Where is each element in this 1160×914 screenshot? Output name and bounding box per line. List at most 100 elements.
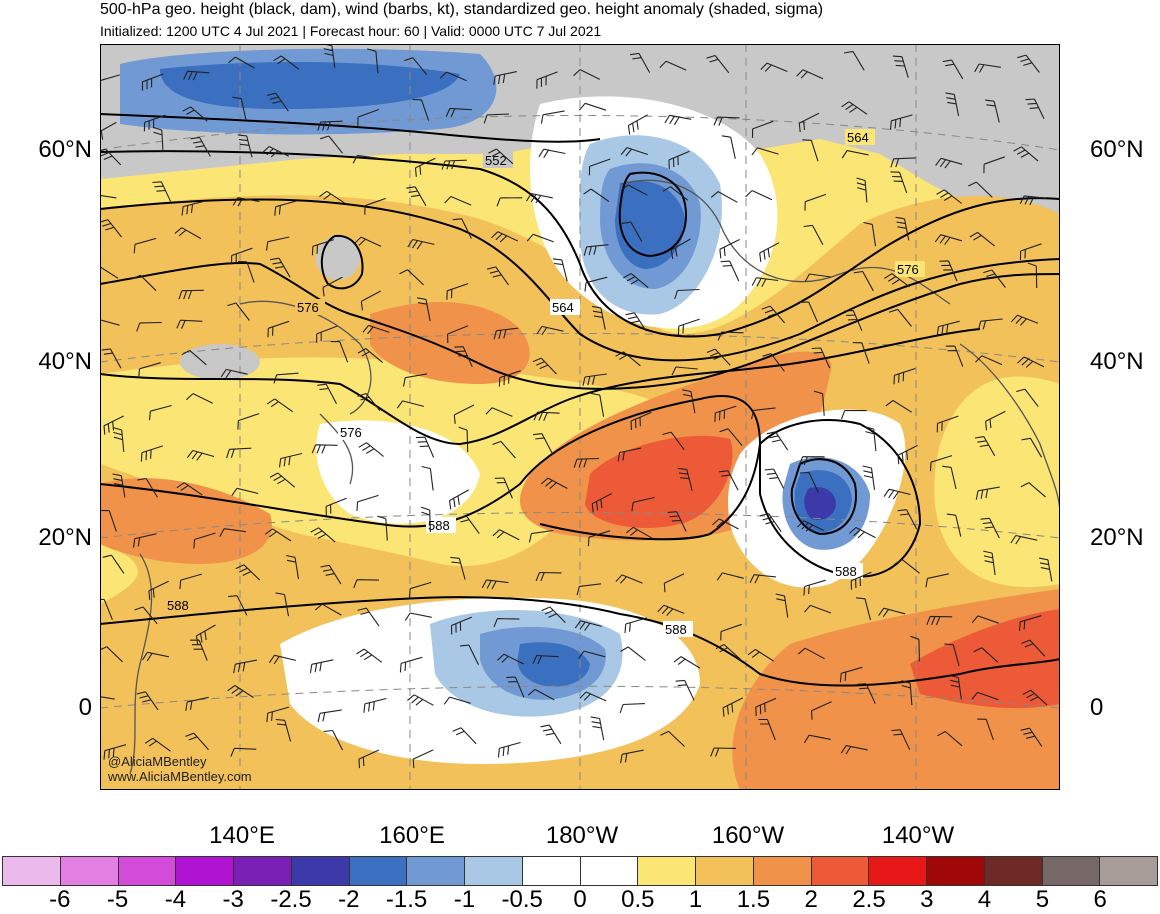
- wind-barb: [841, 150, 869, 159]
- wind-barb: [985, 410, 1006, 431]
- height-contours: [100, 113, 1060, 687]
- colorbar-label: -6: [49, 886, 71, 913]
- wind-barb: [813, 390, 825, 416]
- wind-barb: [441, 159, 467, 170]
- colorbar-swatch: [1100, 857, 1157, 885]
- wind-barb: [578, 102, 607, 111]
- colorbar-swatch: [349, 857, 408, 885]
- colorbar-swatch: [465, 857, 523, 885]
- wind-barb: [233, 659, 258, 674]
- colorbar-swatch: [407, 857, 465, 885]
- wind-barb: [535, 571, 562, 582]
- wind-barb: [360, 290, 381, 311]
- wind-barb: [657, 604, 685, 616]
- credit-handle: @AliciaMBentley: [108, 754, 207, 769]
- wind-barb: [354, 236, 382, 247]
- wind-barb: [367, 48, 379, 74]
- wind-barb: [181, 349, 207, 366]
- wind-barb: [719, 428, 743, 447]
- colorbar-swatch: [811, 857, 870, 885]
- wind-barb: [856, 177, 868, 203]
- wind-barb: [949, 674, 962, 700]
- wind-barb: [968, 181, 993, 198]
- colorbar-label: -0.5: [501, 886, 543, 913]
- map-frame: [100, 44, 1060, 790]
- wind-barb: [532, 654, 559, 665]
- wind-barb: [710, 747, 737, 757]
- lat-label-right-0: 0: [1090, 694, 1104, 721]
- colorbar-swatch: [1042, 857, 1101, 885]
- wind-barb: [936, 320, 960, 336]
- wind-barb: [759, 513, 782, 533]
- wind-barb: [112, 427, 125, 452]
- wind-barb: [100, 148, 122, 166]
- wind-barb: [325, 497, 347, 516]
- wind-barb: [100, 509, 117, 532]
- wind-barb: [494, 477, 513, 499]
- wind-barb: [897, 509, 918, 530]
- wind-barb: [969, 231, 996, 247]
- colorbar-label: 0: [573, 886, 587, 913]
- wind-barb: [885, 400, 912, 413]
- wind-barb: [219, 528, 246, 537]
- wind-barb: [181, 200, 205, 216]
- wind-barb: [228, 595, 248, 616]
- wind-barb: [751, 277, 779, 288]
- wind-barb: [751, 120, 774, 138]
- wind-barb: [269, 472, 296, 488]
- wind-barb: [402, 373, 427, 387]
- anomaly-field-grey-blob-c: [316, 236, 360, 280]
- wind-barb: [230, 247, 253, 265]
- wind-barb: [775, 593, 789, 618]
- wind-barb: [230, 747, 257, 757]
- wind-barb: [452, 727, 477, 745]
- wind-barb: [275, 718, 292, 742]
- wind-barb: [317, 383, 337, 404]
- wind-barb: [578, 650, 606, 659]
- wind-barb: [983, 550, 996, 575]
- wind-barb: [925, 573, 950, 588]
- wind-barb: [762, 353, 785, 372]
- wind-barb: [721, 135, 736, 159]
- wind-barb: [620, 184, 648, 196]
- wind-barb: [142, 651, 170, 662]
- wind-barb: [444, 195, 472, 206]
- colorbar-label: 2.5: [852, 886, 886, 913]
- wind-barb: [745, 190, 773, 201]
- wind-barb: [848, 527, 876, 539]
- wind-barb: [1021, 437, 1043, 458]
- wind-barb: [311, 239, 334, 256]
- wind-barb: [459, 644, 479, 666]
- wind-barb: [190, 639, 208, 661]
- colorbar-label: -3: [222, 886, 244, 913]
- wind-barb: [843, 50, 865, 71]
- wind-barb: [492, 440, 516, 459]
- wind-barb: [412, 749, 434, 769]
- wind-barb: [237, 413, 260, 430]
- colorbar-label: -2.5: [270, 886, 312, 913]
- wind-barb: [810, 701, 832, 720]
- wind-barb: [864, 426, 877, 452]
- wind-barb: [320, 135, 343, 154]
- wind-barb: [358, 442, 384, 457]
- anomaly-field-red-se: [910, 609, 1060, 709]
- lon-label-160e: 160°E: [379, 822, 445, 849]
- wind-barb: [890, 157, 916, 168]
- wind-barb: [974, 63, 1001, 73]
- wind-barb: [235, 564, 261, 581]
- wind-barb: [910, 635, 920, 662]
- wind-barb: [100, 266, 119, 279]
- wind-barb: [1018, 615, 1042, 631]
- anomaly-field-red-center: [585, 435, 733, 528]
- wind-barb: [977, 718, 994, 741]
- wind-barb: [623, 273, 649, 289]
- wind-barb: [797, 520, 824, 532]
- lat-label-left-20n: 20°N: [38, 524, 92, 551]
- map-panel[interactable]: 552 564 564 576 576 576 588 588 588 588 …: [100, 44, 1060, 790]
- wind-barb: [663, 573, 685, 593]
- colorbar-label: -1: [453, 886, 476, 913]
- wind-barb: [668, 150, 690, 169]
- colorbar-label: 2: [804, 886, 818, 913]
- wind-barb: [481, 579, 509, 590]
- wind-barb: [889, 114, 913, 130]
